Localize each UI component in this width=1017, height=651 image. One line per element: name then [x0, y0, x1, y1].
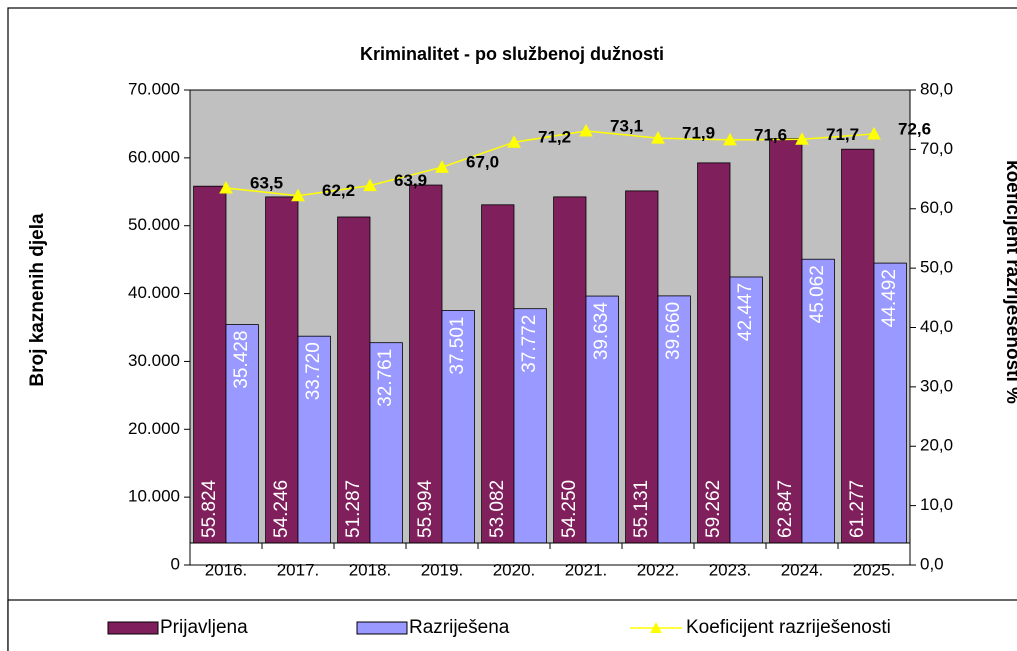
- y-tick-label: 10.000: [128, 487, 180, 506]
- x-tick-label: 2025.: [853, 560, 896, 579]
- bar-value-label: 51.287: [343, 480, 364, 538]
- line-value-label: 63,9: [394, 171, 427, 190]
- line-value-label: 73,1: [610, 116, 643, 135]
- y-tick-label: 20.000: [128, 419, 180, 438]
- y2-tick-label: 10,0: [920, 495, 953, 514]
- line-marker: [291, 188, 305, 202]
- line-marker: [507, 135, 521, 148]
- line-marker: [723, 132, 737, 146]
- bar-value-label: 39.660: [663, 302, 684, 360]
- bar: [225, 324, 259, 566]
- y-tick-label: 40.000: [128, 283, 180, 302]
- bar-value-label: 62.847: [775, 480, 796, 538]
- y2-tick-label: 60,0: [920, 198, 953, 217]
- bar: [553, 196, 587, 566]
- y-tick-label: 50.000: [128, 215, 180, 234]
- bar-value-label: 35.428: [231, 331, 252, 389]
- line-marker: [651, 131, 665, 144]
- line-value-label: 71,2: [538, 128, 571, 147]
- bar: [193, 185, 227, 566]
- chart-title: Kriminalitet - po službenoj dužnosti: [360, 44, 664, 64]
- y-tick-label: 70.000: [128, 79, 180, 98]
- bar: [657, 295, 691, 566]
- x-tick-label: 2017.: [277, 560, 320, 579]
- bar-value-label: 39.634: [591, 302, 612, 361]
- bar: [513, 308, 547, 566]
- bar: [729, 276, 763, 566]
- bar-value-label: 45.062: [807, 265, 828, 323]
- bar-value-label: 33.720: [303, 342, 324, 400]
- bar-value-label: 54.246: [271, 480, 292, 538]
- legend-label: Prijavljena: [160, 617, 248, 638]
- x-tick-label: 2020.: [493, 560, 536, 579]
- bar: [297, 335, 331, 566]
- line-marker: [363, 178, 377, 192]
- y2-tick-label: 80,0: [920, 79, 953, 98]
- bar: [697, 162, 731, 566]
- line-value-label: 63,5: [250, 173, 283, 192]
- y2-tick-label: 0,0: [920, 554, 944, 573]
- bar: [585, 295, 619, 566]
- line: [225, 130, 875, 197]
- line-value-label: 72,6: [898, 119, 931, 138]
- line-marker: [219, 180, 233, 194]
- legend-swatch: [107, 621, 159, 635]
- x-tick-label: 2019.: [421, 560, 464, 579]
- x-tick-label: 2022.: [637, 560, 680, 579]
- line-value-label: 71,9: [682, 124, 715, 143]
- bar-value-label: 37.772: [519, 315, 540, 373]
- x-tick-label: 2021.: [565, 560, 608, 579]
- y2-tick-label: 20,0: [920, 436, 953, 455]
- x-tick-label: 2024.: [781, 560, 824, 579]
- x-tick-label: 2023.: [709, 560, 752, 579]
- bar: [481, 204, 515, 566]
- legend-marker: [650, 622, 662, 633]
- bar-value-label: 55.824: [199, 479, 220, 538]
- line-value-label: 67,0: [466, 153, 499, 172]
- y2-tick-label: 50,0: [920, 258, 953, 277]
- legend-swatch: [356, 621, 408, 635]
- bar: [369, 342, 403, 566]
- bar-value-label: 55.994: [415, 479, 436, 538]
- bar: [441, 310, 475, 566]
- x-tick-label: 2018.: [349, 560, 392, 579]
- line-value-label: 71,6: [754, 125, 787, 144]
- y-tick-label: 30.000: [128, 351, 180, 370]
- bar: [841, 148, 875, 566]
- bar-value-label: 44.492: [879, 269, 900, 327]
- bar-value-label: 42.447: [735, 283, 756, 341]
- legend-label: Razriješena: [409, 617, 510, 638]
- y2-tick-label: 70,0: [920, 139, 953, 158]
- y-tick-label: 0: [171, 554, 180, 573]
- bar-value-label: 54.250: [559, 480, 580, 538]
- bar-value-label: 61.277: [847, 480, 868, 538]
- bar-value-label: 37.501: [447, 317, 468, 375]
- y2-tick-label: 30,0: [920, 376, 953, 395]
- line-value-label: 62,2: [322, 181, 355, 200]
- line-marker: [579, 123, 593, 137]
- bar-value-label: 32.761: [375, 349, 396, 407]
- legend-label: Koeficijent razriješenosti: [686, 617, 891, 638]
- legend-box: [7, 599, 1017, 651]
- y2-axis-title: koeficijent razriješenosti %: [1002, 160, 1017, 404]
- line-marker: [435, 160, 449, 173]
- bar: [625, 190, 659, 566]
- x-tick-label: 2016.: [205, 560, 248, 579]
- y-axis-title: Broj kaznenih djela: [27, 213, 48, 387]
- bar-value-label: 53.082: [487, 480, 508, 538]
- line-marker: [795, 132, 809, 145]
- bar: [873, 262, 907, 566]
- bar-value-label: 55.131: [631, 480, 652, 538]
- bar: [801, 258, 835, 566]
- bar-value-label: 59.262: [703, 480, 724, 538]
- line-marker: [867, 126, 881, 140]
- line-value-label: 71,7: [826, 125, 859, 144]
- y-tick-label: 60.000: [128, 147, 180, 166]
- y2-tick-label: 40,0: [920, 317, 953, 336]
